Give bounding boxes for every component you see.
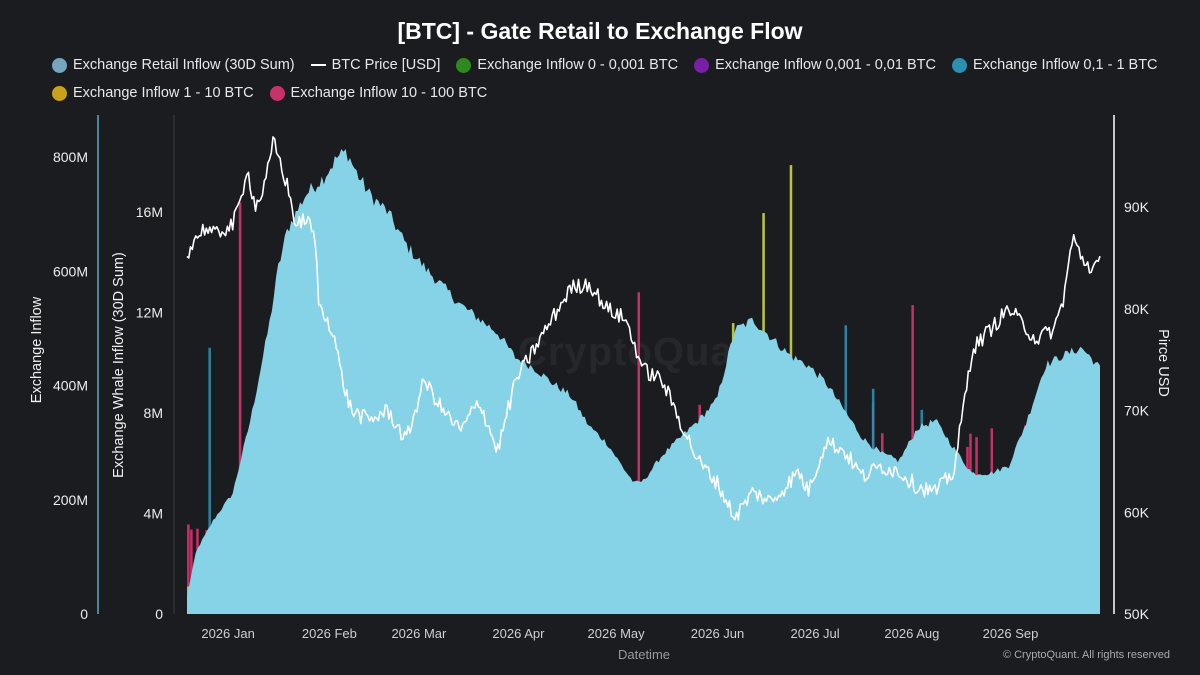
legend-dot-icon <box>951 57 967 73</box>
legend-item[interactable]: Exchange Inflow 10 - 100 BTC <box>269 85 488 101</box>
y-tick-left: 0 <box>80 606 88 622</box>
x-tick: 2026 Apr <box>492 626 545 641</box>
y-tick-right: 90K <box>1124 199 1150 215</box>
btc-price-line <box>186 136 1101 521</box>
legend-dot-icon <box>269 85 285 101</box>
y-tick-right: 50K <box>1124 606 1150 622</box>
y-tick-left2: 0 <box>155 606 163 622</box>
legend-label: Exchange Inflow 0 - 0,001 BTC <box>477 57 679 73</box>
y-tick-right: 60K <box>1124 504 1150 520</box>
legend-item[interactable]: Exchange Inflow 0,001 - 0,01 BTC <box>694 57 936 73</box>
x-tick: 2026 Feb <box>302 626 357 641</box>
y-tick-right: 80K <box>1124 301 1150 317</box>
legend-item[interactable]: Exchange Retail Inflow (30D Sum) <box>52 57 295 73</box>
legend-dot-icon <box>52 57 67 73</box>
legend-label: Exchange Inflow 0,1 - 1 BTC <box>972 57 1158 73</box>
inflow-bar <box>637 292 641 614</box>
y-tick-left: 200M <box>53 492 88 508</box>
price-line <box>186 136 1101 521</box>
chart-title: [BTC] - Gate Retail to Exchange Flow <box>397 18 803 44</box>
y-tick-left2: 4M <box>144 506 163 522</box>
legend-item[interactable]: BTC Price [USD] <box>310 57 441 73</box>
axis-ticks: 0 200M 400M 600M 800M 0 4M 8M 12M 16M 50K 60K 70K 80K… <box>53 115 1150 641</box>
inflow-bar <box>187 524 190 614</box>
legend-line-icon <box>310 64 326 66</box>
x-tick: 2026 Jan <box>201 626 255 641</box>
x-tick: 2026 Jun <box>691 626 745 641</box>
y-tick-right: 70K <box>1124 403 1150 419</box>
inflow-bar <box>208 347 211 614</box>
legend-dot-icon <box>694 57 710 73</box>
legend-dot-icon <box>456 57 472 73</box>
x-tick: 2026 May <box>588 626 646 641</box>
legend-item[interactable]: Exchange Inflow 0,1 - 1 BTC <box>951 57 1158 73</box>
y-tick-left2: 16M <box>136 204 163 220</box>
legend-item[interactable]: Exchange Inflow 1 - 10 BTC <box>52 85 254 101</box>
y-tick-left: 400M <box>53 378 88 394</box>
inflow-bar <box>238 202 242 614</box>
legend-label: Exchange Retail Inflow (30D Sum) <box>73 57 295 73</box>
legend-item[interactable]: Exchange Inflow 0 - 0,001 BTC <box>456 57 678 73</box>
retail-area <box>187 149 1100 614</box>
y-tick-left: 800M <box>53 149 88 165</box>
legend-label: BTC Price [USD] <box>331 57 441 73</box>
x-tick: 2026 Mar <box>391 626 447 641</box>
legend-label: Exchange Inflow 1 - 10 BTC <box>73 85 254 101</box>
y-tick-left: 600M <box>53 263 88 279</box>
y-tick-left2: 12M <box>136 305 163 321</box>
legend-label: Exchange Inflow 10 - 100 BTC <box>290 85 488 101</box>
y-axis-title-right: Pirce USD <box>1155 329 1171 397</box>
y-tick-left2: 8M <box>144 405 163 421</box>
y-axis-title-left: Exchange Inflow <box>29 296 45 403</box>
inflow-bar <box>190 529 193 614</box>
retail-inflow-area <box>187 149 1100 614</box>
x-axis-title: Datetime <box>617 647 671 662</box>
legend: Exchange Retail Inflow (30D Sum) BTC Pric… <box>52 57 1172 101</box>
x-tick: 2026 Sep <box>983 626 1039 641</box>
y-axis-title-left2: Exchange Whale Inflow (30D Sum) <box>111 252 127 478</box>
credit-text: © CryptoQuant. All rights reserved <box>1002 649 1170 661</box>
x-tick: 2026 Aug <box>884 626 939 641</box>
left-axis-line <box>97 115 175 614</box>
legend-dot-icon <box>52 85 67 101</box>
legend-label: Exchange Inflow 0,001 - 0,01 BTC <box>715 57 936 73</box>
x-tick: 2026 Jul <box>791 626 840 641</box>
